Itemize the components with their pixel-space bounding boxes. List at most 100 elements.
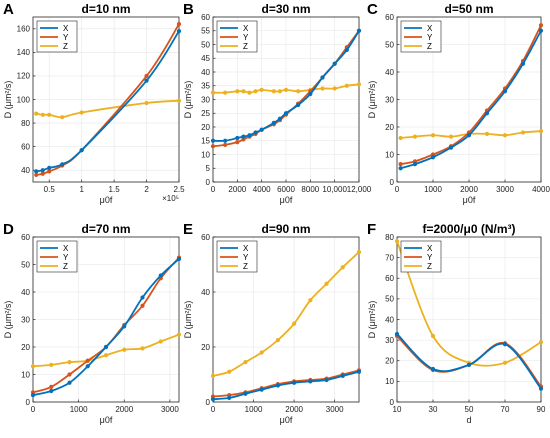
data-point (277, 116, 283, 121)
data-point (259, 387, 264, 392)
legend: XYZ (36, 20, 78, 53)
data-point (356, 369, 362, 374)
data-point (235, 135, 240, 141)
data-point (140, 346, 145, 351)
data-point (296, 89, 301, 94)
series-line (212, 369, 360, 398)
panel-title: d=90 nm (261, 222, 310, 236)
panel-title: d=70 nm (81, 222, 130, 236)
panel-letter: A (3, 1, 14, 18)
data-point (34, 169, 39, 174)
data-point (398, 166, 403, 171)
panel-c: 0 10 20 30 40 50 60 0 1000 2000 3000 4000 μ0f D (μm²/… (367, 1, 550, 205)
y-tick-label: 10 (385, 150, 394, 159)
series-x (34, 29, 182, 174)
data-point (253, 130, 258, 135)
y-tick-label: 15 (201, 137, 210, 146)
legend: XYZ (216, 240, 258, 273)
x-tick-label: 3000 (161, 405, 179, 414)
y-tick-label: 50 (201, 40, 210, 49)
legend-label-y: Y (427, 33, 433, 42)
data-point (320, 75, 325, 80)
y-axis-label: D (μm²/s) (367, 81, 377, 119)
x-tick-label: 0 (211, 405, 216, 414)
x-axis-label: μ0f (280, 415, 293, 425)
data-point (275, 338, 280, 343)
data-point (49, 388, 54, 394)
series-line (212, 30, 360, 142)
data-point (67, 380, 72, 385)
data-point (30, 364, 36, 369)
y-tick-label: 60 (385, 274, 394, 283)
y-tick-label: 10 (385, 377, 394, 386)
data-point (502, 342, 508, 347)
data-point (340, 265, 345, 270)
data-point (103, 353, 109, 358)
legend-label-x: X (63, 24, 69, 33)
data-point (140, 303, 145, 308)
x-exponent-label: ×10⁵ (162, 194, 179, 203)
y-tick-label: 60 (21, 233, 30, 242)
panel-title: d=50 nm (444, 2, 493, 16)
panel-a: 40 60 80 100 120 140 160 0.5 1 1.5 2 2.5×10⁵ μ0f D (μ… (3, 1, 185, 205)
data-point (210, 397, 216, 402)
data-point (176, 21, 182, 27)
x-tick-label: 0 (211, 185, 216, 194)
legend-label-x: X (427, 24, 433, 33)
data-point (235, 140, 240, 145)
data-point (320, 86, 325, 91)
data-point (144, 73, 149, 79)
series-line (212, 251, 360, 377)
data-point (520, 130, 526, 135)
series-z (394, 239, 544, 367)
data-point (538, 340, 544, 345)
data-point (275, 383, 280, 388)
data-point (241, 134, 246, 139)
legend: XYZ (400, 240, 442, 273)
x-axis-label: d (466, 415, 471, 425)
panel-letter: F (367, 221, 376, 238)
y-tick-label: 100 (17, 95, 31, 104)
data-point (210, 144, 216, 149)
y-axis-label: D (μm²/s) (3, 81, 13, 119)
panel-letter: C (367, 1, 378, 18)
x-axis-label: μ0f (463, 195, 476, 205)
x-tick-label: 1000 (245, 405, 263, 414)
data-point (283, 87, 289, 92)
data-point (241, 89, 246, 94)
y-tick-label: 40 (21, 288, 30, 297)
data-point (332, 61, 337, 66)
data-point (144, 100, 149, 106)
y-tick-label: 30 (21, 315, 30, 324)
series-x (30, 256, 182, 398)
y-tick-label: 120 (17, 72, 31, 81)
data-point (271, 89, 276, 94)
y-tick-label: 30 (201, 95, 210, 104)
x-tick-label: 10 (393, 405, 402, 414)
data-point (34, 111, 39, 116)
panel-letter: B (183, 1, 194, 18)
data-point (448, 134, 454, 139)
data-point (308, 379, 313, 384)
y-tick-label: 140 (17, 48, 31, 57)
legend-label-x: X (243, 24, 249, 33)
legend-label-z: Z (63, 42, 68, 51)
data-point (259, 127, 264, 132)
x-tick-label: 2000 (115, 405, 133, 414)
data-point (247, 133, 252, 138)
y-tick-label: 0 (390, 398, 395, 407)
y-tick-label: 60 (201, 233, 210, 242)
y-tick-label: 50 (385, 40, 394, 49)
data-point (502, 89, 508, 94)
data-point (253, 89, 258, 94)
data-point (40, 168, 45, 173)
data-point (394, 239, 400, 244)
data-point (538, 23, 544, 28)
data-point (49, 384, 54, 389)
data-point (79, 110, 84, 115)
data-point (79, 148, 84, 153)
x-tick-label: 1000 (424, 185, 442, 194)
panel-letter: E (183, 221, 193, 238)
data-point (430, 366, 436, 372)
